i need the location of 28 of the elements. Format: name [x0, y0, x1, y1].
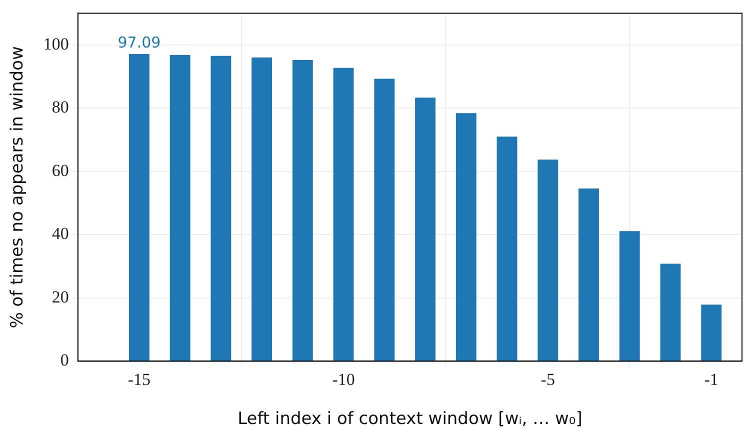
- bar: [701, 304, 722, 361]
- bar: [170, 54, 190, 361]
- bar: [210, 56, 232, 361]
- bar: [292, 60, 313, 361]
- y-tick-label: 60: [52, 160, 69, 180]
- x-tick-label: -10: [332, 370, 355, 389]
- bar: [333, 68, 354, 361]
- bar: [538, 160, 558, 361]
- y-tick-label: 0: [60, 350, 69, 370]
- bar: [374, 78, 395, 361]
- x-tick-label: -5: [540, 370, 555, 389]
- bar: [252, 57, 272, 361]
- bar: [578, 188, 599, 361]
- x-tick-label: -15: [128, 370, 151, 389]
- bar: [415, 98, 436, 361]
- bar: [496, 136, 518, 361]
- bar: [456, 113, 476, 361]
- x-tick-label: -1: [704, 370, 718, 389]
- data-label: 97.09: [118, 33, 161, 52]
- x-axis-title: Left index i of context window [wᵢ, … w₀]: [238, 409, 582, 430]
- y-tick-label: 80: [52, 98, 69, 117]
- bar: [128, 54, 150, 361]
- bar: [619, 231, 640, 361]
- y-tick-label: 20: [52, 287, 69, 306]
- y-axis-title: % of times no appears in window: [8, 46, 28, 328]
- y-tick-label: 40: [52, 224, 69, 244]
- bar: [660, 264, 681, 361]
- y-tick-label: 100: [43, 34, 69, 54]
